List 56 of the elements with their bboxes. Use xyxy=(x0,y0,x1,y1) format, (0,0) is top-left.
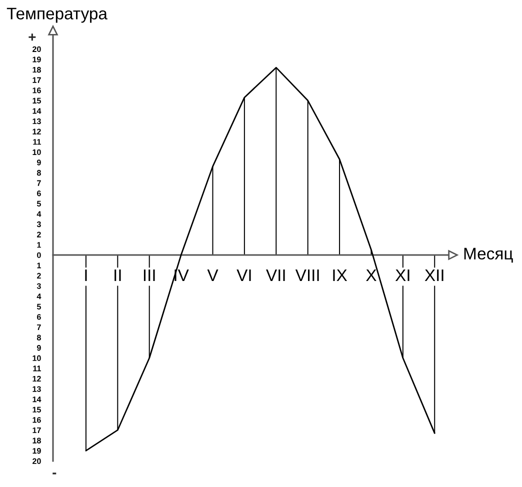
x-tick-label: X xyxy=(366,270,376,281)
y-tick-label: 6 xyxy=(37,314,41,320)
y-tick-label: 3 xyxy=(36,283,41,289)
y-tick-label: 10 xyxy=(32,149,41,156)
y-tick-label: 13 xyxy=(32,386,41,392)
y-tick-label: 12 xyxy=(32,376,41,382)
y-tick-label: 0 xyxy=(37,252,41,258)
x-tick-label: IX xyxy=(333,270,348,281)
y-tick-label: 2 xyxy=(36,272,41,279)
y-tick-label: 11 xyxy=(33,366,41,372)
y-tick-label: 9 xyxy=(36,160,41,166)
y-tick-label: 14 xyxy=(32,108,42,114)
y-tick-label: 19 xyxy=(32,56,41,62)
y-axis-title: Температура xyxy=(6,8,108,23)
y-tick-label: 16 xyxy=(32,417,41,423)
y-tick-label: 5 xyxy=(36,200,41,207)
x-tick-label: VIII xyxy=(295,270,319,281)
y-tick-label: 15 xyxy=(32,98,41,104)
y-tick-label: 10 xyxy=(32,355,41,362)
y-tick-label: 8 xyxy=(36,170,41,176)
x-axis-title: Месяц xyxy=(464,248,513,263)
y-tick-label: 7 xyxy=(37,180,41,186)
y-tick-label: 18 xyxy=(32,66,41,73)
y-tick-label: 1 xyxy=(37,242,41,248)
x-tick-label: XI xyxy=(395,270,410,281)
y-tick-label: 20 xyxy=(32,458,41,464)
y-tick-label: 15 xyxy=(32,406,41,413)
x-tick-label: II xyxy=(114,270,121,281)
y-tick-label: 4 xyxy=(36,211,42,217)
y-tick-label: 11 xyxy=(33,139,41,145)
y-tick-label: 17 xyxy=(32,77,41,83)
y-tick-label: 2 xyxy=(36,232,41,238)
y-tick-label: 17 xyxy=(32,427,41,434)
y-tick-label: 9 xyxy=(36,345,41,351)
y-tick-label: 4 xyxy=(36,294,42,300)
y-tick-label: 16 xyxy=(32,88,41,94)
y-tick-label: 6 xyxy=(37,190,41,196)
y-tick-label: 13 xyxy=(32,118,41,124)
y-tick-label: 8 xyxy=(36,334,41,340)
y-tick-label: 20 xyxy=(32,46,41,52)
text: - xyxy=(52,472,56,474)
text: + xyxy=(28,34,36,41)
x-tick-label: V xyxy=(207,270,218,281)
x-tick-label: XII xyxy=(424,270,444,281)
y-tick-label: 1 xyxy=(37,262,41,268)
y-tick-label: 3 xyxy=(36,221,41,228)
x-tick-label: VII xyxy=(266,270,285,281)
x-tick-label: III xyxy=(144,270,155,281)
x-tick-label: I xyxy=(85,270,87,281)
y-tick-label: 7 xyxy=(37,324,41,330)
y-tick-label: 14 xyxy=(32,396,42,402)
y-tick-label: 19 xyxy=(32,448,41,454)
y-tick-label: 18 xyxy=(32,438,41,444)
y-tick-label: 12 xyxy=(32,128,41,134)
y-tick-label: 5 xyxy=(36,304,41,310)
x-tick-label: VI xyxy=(236,270,251,281)
